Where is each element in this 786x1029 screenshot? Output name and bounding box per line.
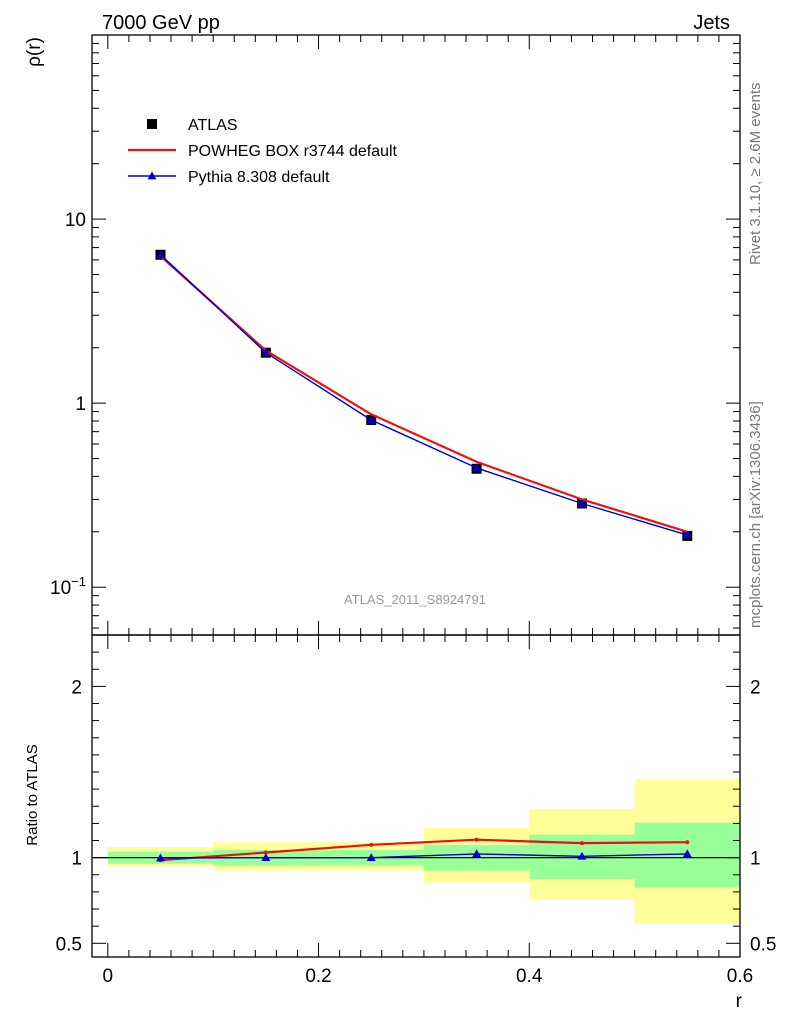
ratio-pythia-point-4: [577, 851, 587, 860]
ratio-ylabel: Ratio to ATLAS: [24, 744, 41, 845]
pythia-point-5: [682, 530, 692, 539]
ratio-pythia-point-2: [366, 853, 376, 862]
main-ytick-label-1: 1: [75, 394, 86, 415]
pythia-point-0: [155, 250, 165, 259]
ratio-ytick-label-right-1: 1: [750, 849, 761, 870]
legend-label-pythia: Pythia 8.308 default: [188, 169, 330, 186]
ratio-powheg-point-1: [263, 850, 268, 855]
ratio-ytick-label-left-1: 1: [71, 849, 82, 870]
ratio-panel-series: [155, 837, 692, 863]
mcplots-label: mcplots.cern.ch [arXiv:1306.3436]: [747, 401, 764, 628]
main-ytick-label-2: 10: [65, 210, 86, 231]
pythia-point-2: [366, 415, 376, 424]
ratio-xtick-label-2: 0.4: [516, 966, 543, 987]
ratio-ytick-label-left-2: 2: [71, 677, 82, 698]
ratio-pythia-point-3: [472, 849, 482, 858]
main-ytick-label-0: 10−1: [50, 574, 86, 599]
pythia-point-1: [261, 348, 271, 357]
axis-tick-labels: 10−1 1 10 0 0.2 0.4 0.6 0.5 0.5 1 1 2 2: [50, 210, 776, 987]
ratio-powheg-point-2: [369, 842, 374, 847]
analysis-watermark: ATLAS_2011_S8924791: [344, 592, 486, 607]
legend-label-powheg: POWHEG BOX r3744 default: [188, 143, 398, 160]
ratio-ytick-label-left-0: 0.5: [56, 934, 82, 955]
ratio-xtick-label-3: 0.6: [727, 966, 753, 987]
header-left-label: 7000 GeV pp: [102, 12, 220, 34]
pythia-point-4: [577, 498, 587, 507]
ratio-frame: [91, 634, 741, 958]
ratio-xtick-label-1: 0.2: [305, 966, 331, 987]
pythia-line: [160, 254, 688, 536]
ratio-xtick-label-0: 0: [103, 966, 114, 987]
legend: ATLAS POWHEG BOX r3744 default Pythia 8.30…: [128, 117, 398, 186]
main-ylabel: ρ(r): [24, 37, 45, 67]
ratio-uncertainty-bands: [92, 778, 740, 924]
ratio-powheg-point-5: [685, 840, 690, 845]
axes-frames: [91, 34, 741, 958]
ratio-pythia-line: [160, 853, 688, 859]
ratio-powheg-point-3: [474, 837, 479, 842]
header-right-label: Jets: [693, 12, 730, 34]
powheg-line: [159, 255, 688, 533]
ratio-powheg-point-4: [579, 841, 584, 846]
ratio-ytick-label-right-0: 0.5: [750, 934, 776, 955]
ratio-xlabel: r: [736, 991, 743, 1012]
axis-ticks: [92, 34, 741, 957]
ratio-pythia-point-5: [682, 849, 692, 858]
ratio-pythia-point-1: [261, 853, 271, 862]
ratio-ytick-label-right-2: 2: [750, 677, 761, 698]
ratio-pythia-point-0: [155, 853, 165, 862]
legend-marker-pythia: [147, 171, 157, 180]
legend-marker-atlas: [147, 119, 157, 129]
legend-label-atlas: ATLAS: [188, 117, 238, 134]
pythia-point-3: [472, 463, 482, 472]
main-panel-series: [155, 249, 693, 541]
ratio-powheg-line: [160, 838, 688, 862]
rivet-version-label: Rivet 3.1.10, ≥ 2.6M events: [747, 83, 764, 266]
